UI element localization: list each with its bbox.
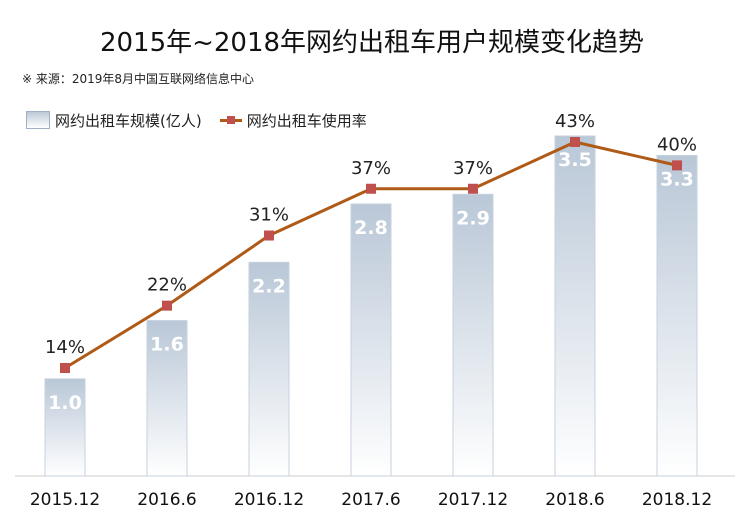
x-tick-label: 2016.6 xyxy=(137,490,196,510)
x-tick-label: 2018.6 xyxy=(545,490,604,510)
x-tick-label: 2017.12 xyxy=(438,490,508,510)
line-point-2017.12 xyxy=(468,183,478,194)
line-point-2018.12 xyxy=(672,160,682,171)
line-value-label: 37% xyxy=(351,158,391,179)
line-point-2016.6 xyxy=(162,300,172,311)
line-value-label: 22% xyxy=(147,275,187,296)
legend-line-label: 网约出租车使用率 xyxy=(246,111,367,130)
bar-value-label: 1.6 xyxy=(150,334,184,356)
line-point-2017.6 xyxy=(366,183,376,194)
x-tick-label: 2015.12 xyxy=(30,490,100,510)
bar-value-label: 2.8 xyxy=(354,217,388,239)
legend-item-bar: 网约出租车规模(亿人) xyxy=(26,110,202,131)
legend-bar-label: 网约出租车规模(亿人) xyxy=(55,111,202,130)
legend-item-line: 网约出租车使用率 xyxy=(219,110,367,131)
bar-value-label: 1.0 xyxy=(48,392,82,414)
line-value-label: 43% xyxy=(555,111,595,132)
chart-title: 2015年~2018年网约出租车用户规模变化趋势 xyxy=(99,28,645,58)
bar-2018.12 xyxy=(656,154,698,477)
legend-line-swatch xyxy=(219,112,242,128)
bar-value-label: 2.9 xyxy=(456,207,490,229)
line-point-2016.12 xyxy=(264,230,274,241)
bar-value-label: 2.2 xyxy=(252,275,286,297)
source-note: ※ 来源：2019年8月中国互联网络信息中心 xyxy=(22,72,255,86)
line-point-2015.12 xyxy=(60,363,70,373)
x-tick-label: 2016.12 xyxy=(234,490,304,510)
x-tick-label: 2017.6 xyxy=(341,490,400,510)
line-point-2018.6 xyxy=(570,137,580,147)
bar-2017.12 xyxy=(452,193,494,477)
line-value-label: 14% xyxy=(45,337,85,358)
x-tick-label: 2018.12 xyxy=(642,490,712,510)
line-value-label: 31% xyxy=(249,205,289,226)
bar-2016.12 xyxy=(248,261,290,477)
legend-bar-swatch xyxy=(26,111,50,129)
bar-value-label: 3.3 xyxy=(660,168,694,190)
line-value-label: 40% xyxy=(657,134,697,155)
legend: 网约出租车规模(亿人) 网约出租车使用率 xyxy=(26,106,385,134)
line-value-label: 37% xyxy=(453,158,493,179)
bar-value-label: 3.5 xyxy=(558,149,592,171)
bar-2018.6 xyxy=(554,135,596,477)
bar-2015.12 xyxy=(44,378,86,477)
bar-2016.6 xyxy=(146,320,188,477)
bar-2017.6 xyxy=(350,203,392,477)
